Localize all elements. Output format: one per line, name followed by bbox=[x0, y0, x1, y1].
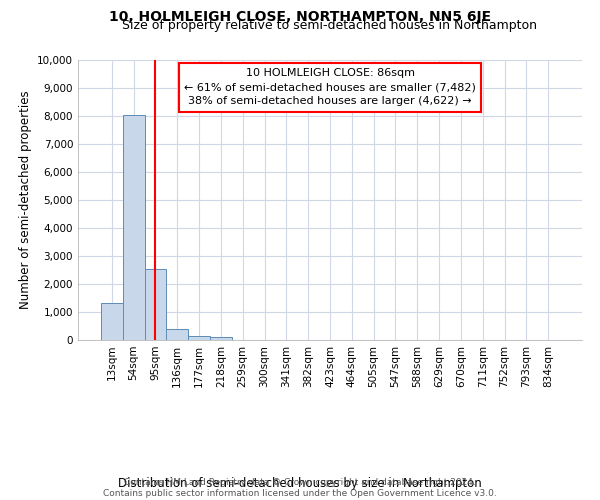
Bar bbox=[188, 336, 210, 340]
Y-axis label: Number of semi-detached properties: Number of semi-detached properties bbox=[19, 90, 32, 310]
Bar bbox=[101, 303, 123, 340]
Text: 10 HOLMLEIGH CLOSE: 86sqm
← 61% of semi-detached houses are smaller (7,482)
38% : 10 HOLMLEIGH CLOSE: 86sqm ← 61% of semi-… bbox=[184, 68, 476, 106]
Text: 10, HOLMLEIGH CLOSE, NORTHAMPTON, NN5 6JE: 10, HOLMLEIGH CLOSE, NORTHAMPTON, NN5 6J… bbox=[109, 10, 491, 24]
Title: Size of property relative to semi-detached houses in Northampton: Size of property relative to semi-detach… bbox=[122, 20, 538, 32]
Bar bbox=[210, 338, 232, 340]
Bar bbox=[166, 330, 188, 340]
Text: Distribution of semi-detached houses by size in Northampton: Distribution of semi-detached houses by … bbox=[118, 477, 482, 490]
Bar bbox=[123, 114, 145, 340]
Text: Contains HM Land Registry data © Crown copyright and database right 2024.
Contai: Contains HM Land Registry data © Crown c… bbox=[103, 478, 497, 498]
Bar bbox=[145, 269, 166, 340]
